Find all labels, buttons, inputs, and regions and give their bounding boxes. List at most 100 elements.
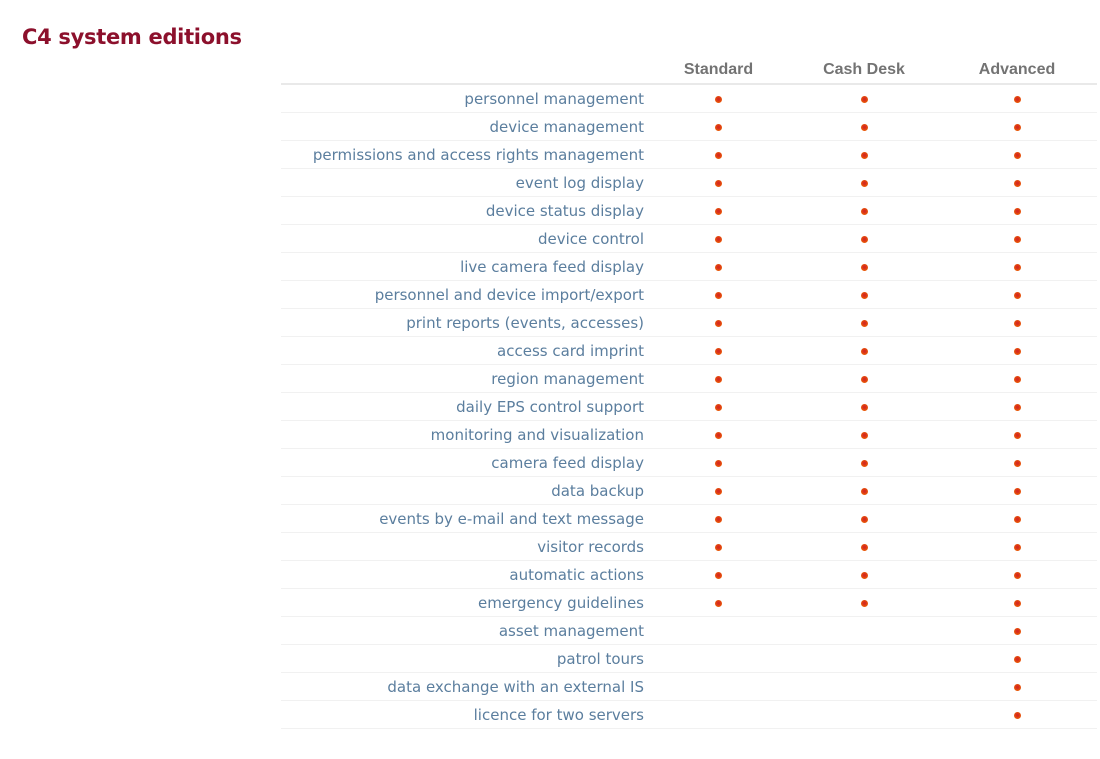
cash-desk-cell — [791, 112, 937, 141]
included-dot-icon — [715, 264, 722, 271]
included-dot-icon — [1013, 404, 1021, 411]
cash-desk-cell — [791, 532, 937, 561]
cash-desk-cell — [791, 364, 937, 393]
included-dot-icon — [715, 432, 722, 439]
cash-desk-cell — [791, 168, 937, 197]
included-dot-icon — [860, 544, 868, 551]
included-dot-icon — [860, 152, 868, 159]
feature-label: patrol tours — [281, 644, 646, 673]
included-dot-icon — [715, 208, 722, 215]
standard-cell — [646, 672, 791, 701]
included-dot-icon — [715, 600, 722, 607]
advanced-cell — [937, 224, 1097, 253]
cash-desk-cell — [791, 392, 937, 421]
table-row: device control — [281, 224, 1097, 253]
included-dot-icon — [1013, 348, 1021, 355]
standard-cell — [646, 168, 791, 197]
advanced-cell — [937, 308, 1097, 337]
standard-cell — [646, 504, 791, 533]
feature-label: event log display — [281, 168, 646, 197]
feature-label: personnel management — [281, 84, 646, 113]
column-header-standard: Standard — [646, 56, 791, 85]
column-header-cash-desk: Cash Desk — [791, 56, 937, 85]
feature-label: data backup — [281, 476, 646, 505]
included-dot-icon — [1013, 544, 1021, 551]
cash-desk-cell — [791, 504, 937, 533]
included-dot-icon — [1013, 712, 1021, 719]
feature-label: personnel and device import/export — [281, 280, 646, 309]
included-dot-icon — [1013, 572, 1021, 579]
feature-label: print reports (events, accesses) — [281, 308, 646, 337]
advanced-cell — [937, 392, 1097, 421]
included-dot-icon — [1013, 432, 1021, 439]
cash-desk-cell — [791, 336, 937, 365]
standard-cell — [646, 560, 791, 589]
advanced-cell — [937, 336, 1097, 365]
cash-desk-cell — [791, 644, 937, 673]
feature-label: automatic actions — [281, 560, 646, 589]
included-dot-icon — [860, 460, 868, 467]
included-dot-icon — [715, 404, 722, 411]
standard-cell — [646, 700, 791, 729]
standard-cell — [646, 308, 791, 337]
included-dot-icon — [715, 124, 722, 131]
feature-label: device management — [281, 112, 646, 141]
feature-label: device control — [281, 224, 646, 253]
advanced-cell — [937, 252, 1097, 281]
included-dot-icon — [860, 208, 868, 215]
standard-cell — [646, 420, 791, 449]
included-dot-icon — [860, 488, 868, 495]
included-dot-icon — [860, 236, 868, 243]
included-dot-icon — [860, 124, 868, 131]
standard-cell — [646, 252, 791, 281]
advanced-cell — [937, 364, 1097, 393]
table-row: asset management — [281, 616, 1097, 645]
included-dot-icon — [1013, 488, 1021, 495]
included-dot-icon — [1013, 376, 1021, 383]
included-dot-icon — [860, 292, 868, 299]
cash-desk-cell — [791, 448, 937, 477]
feature-label: camera feed display — [281, 448, 646, 477]
included-dot-icon — [1013, 236, 1021, 243]
standard-cell — [646, 532, 791, 561]
table-row: emergency guidelines — [281, 588, 1097, 617]
included-dot-icon — [715, 376, 722, 383]
cash-desk-cell — [791, 420, 937, 449]
included-dot-icon — [860, 376, 868, 383]
advanced-cell — [937, 140, 1097, 169]
included-dot-icon — [860, 180, 868, 187]
cash-desk-cell — [791, 560, 937, 589]
included-dot-icon — [715, 544, 722, 551]
included-dot-icon — [1013, 320, 1021, 327]
standard-cell — [646, 392, 791, 421]
table-row: device status display — [281, 196, 1097, 225]
included-dot-icon — [715, 488, 722, 495]
feature-label: live camera feed display — [281, 252, 646, 281]
table-row: device management — [281, 112, 1097, 141]
included-dot-icon — [715, 516, 722, 523]
feature-label: access card imprint — [281, 336, 646, 365]
included-dot-icon — [860, 320, 868, 327]
standard-cell — [646, 196, 791, 225]
included-dot-icon — [860, 404, 868, 411]
standard-cell — [646, 616, 791, 645]
table-row: daily EPS control support — [281, 392, 1097, 421]
table-row: data exchange with an external IS — [281, 672, 1097, 701]
advanced-cell — [937, 476, 1097, 505]
table-row: events by e-mail and text message — [281, 504, 1097, 533]
cash-desk-cell — [791, 224, 937, 253]
table-row: personnel management — [281, 84, 1097, 113]
included-dot-icon — [1013, 684, 1021, 691]
feature-label: region management — [281, 364, 646, 393]
feature-label: events by e-mail and text message — [281, 504, 646, 533]
cash-desk-cell — [791, 476, 937, 505]
standard-cell — [646, 140, 791, 169]
table-row: personnel and device import/export — [281, 280, 1097, 309]
cash-desk-cell — [791, 672, 937, 701]
cash-desk-cell — [791, 308, 937, 337]
feature-label: data exchange with an external IS — [281, 672, 646, 701]
included-dot-icon — [1013, 600, 1021, 607]
included-dot-icon — [860, 600, 868, 607]
cash-desk-cell — [791, 140, 937, 169]
table-row: automatic actions — [281, 560, 1097, 589]
